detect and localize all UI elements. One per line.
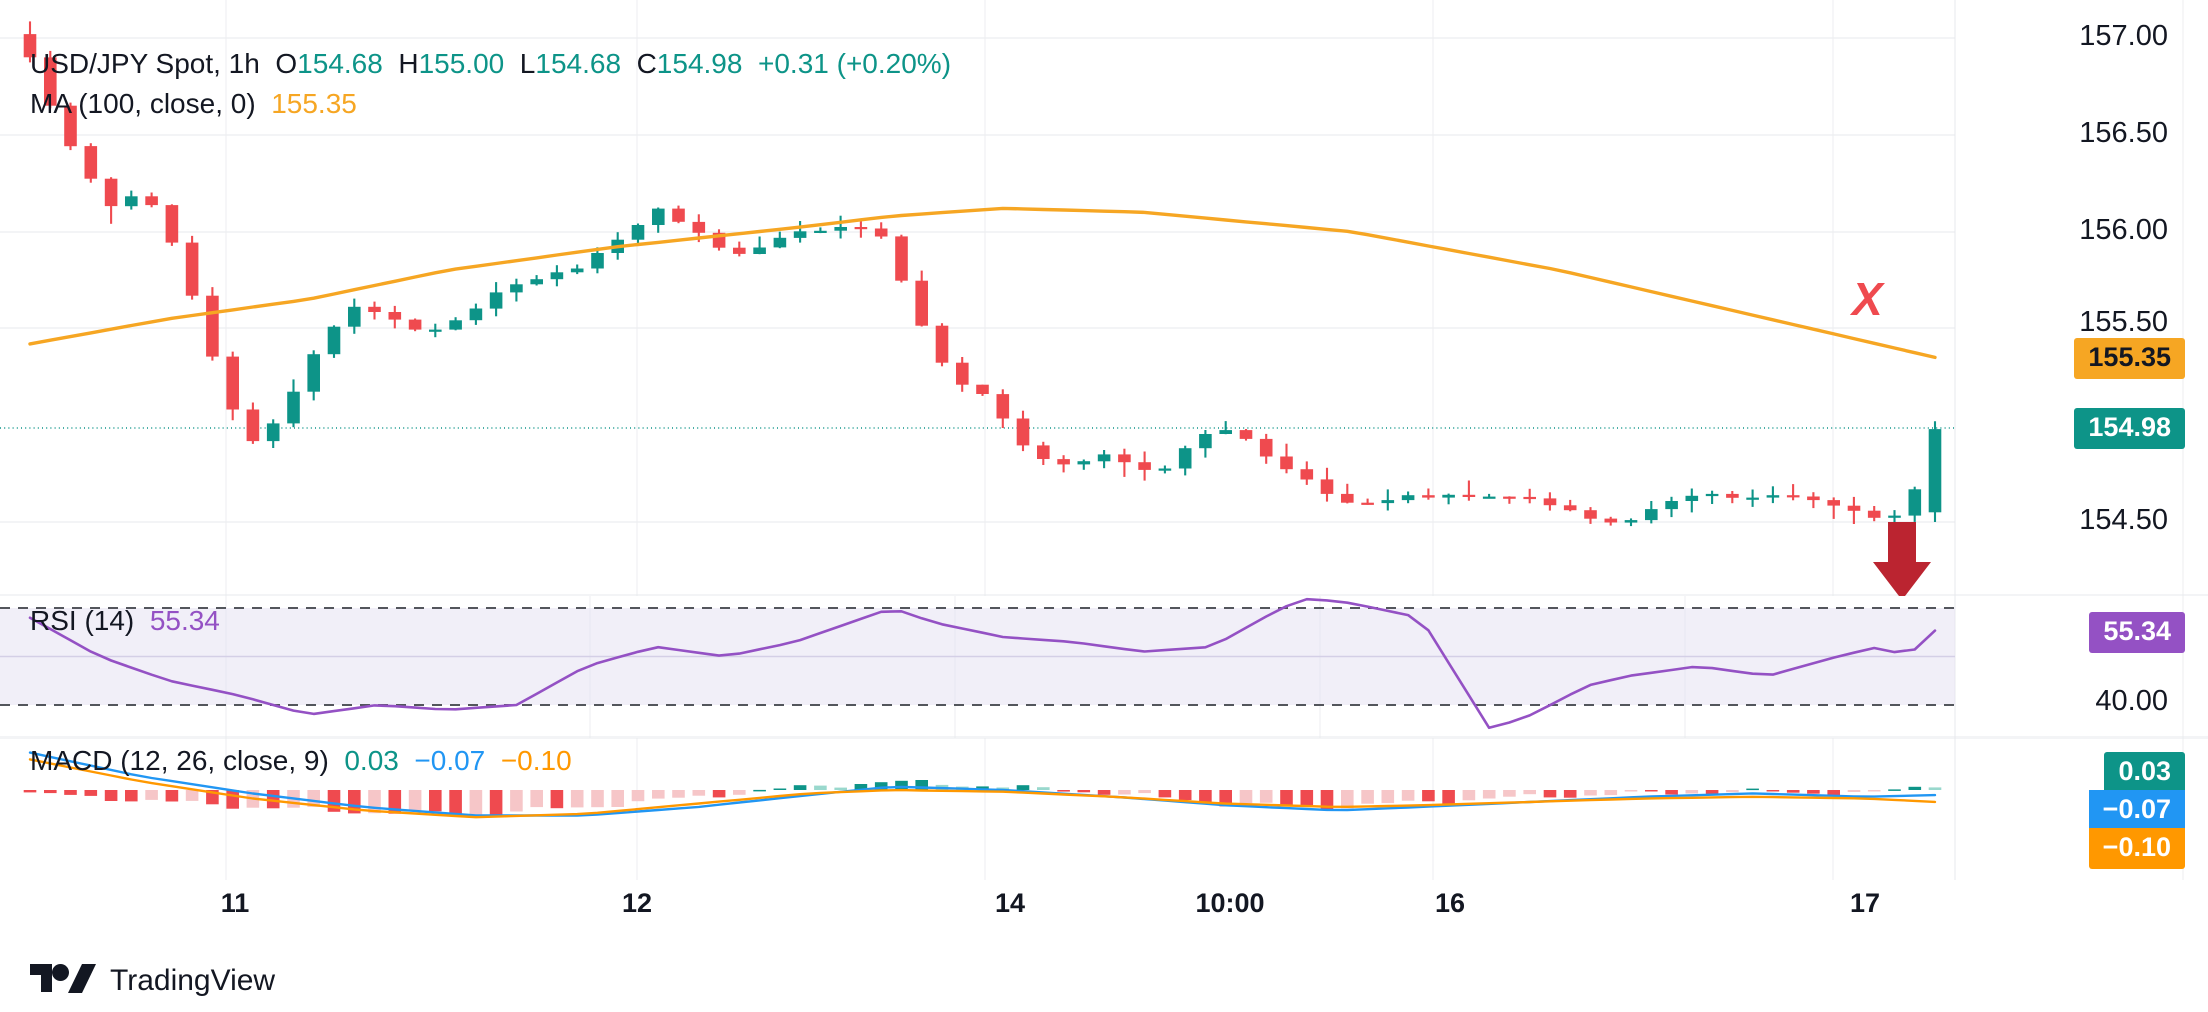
svg-text:X: X: [1849, 273, 1885, 325]
svg-text:TradingView: TradingView: [110, 964, 275, 997]
